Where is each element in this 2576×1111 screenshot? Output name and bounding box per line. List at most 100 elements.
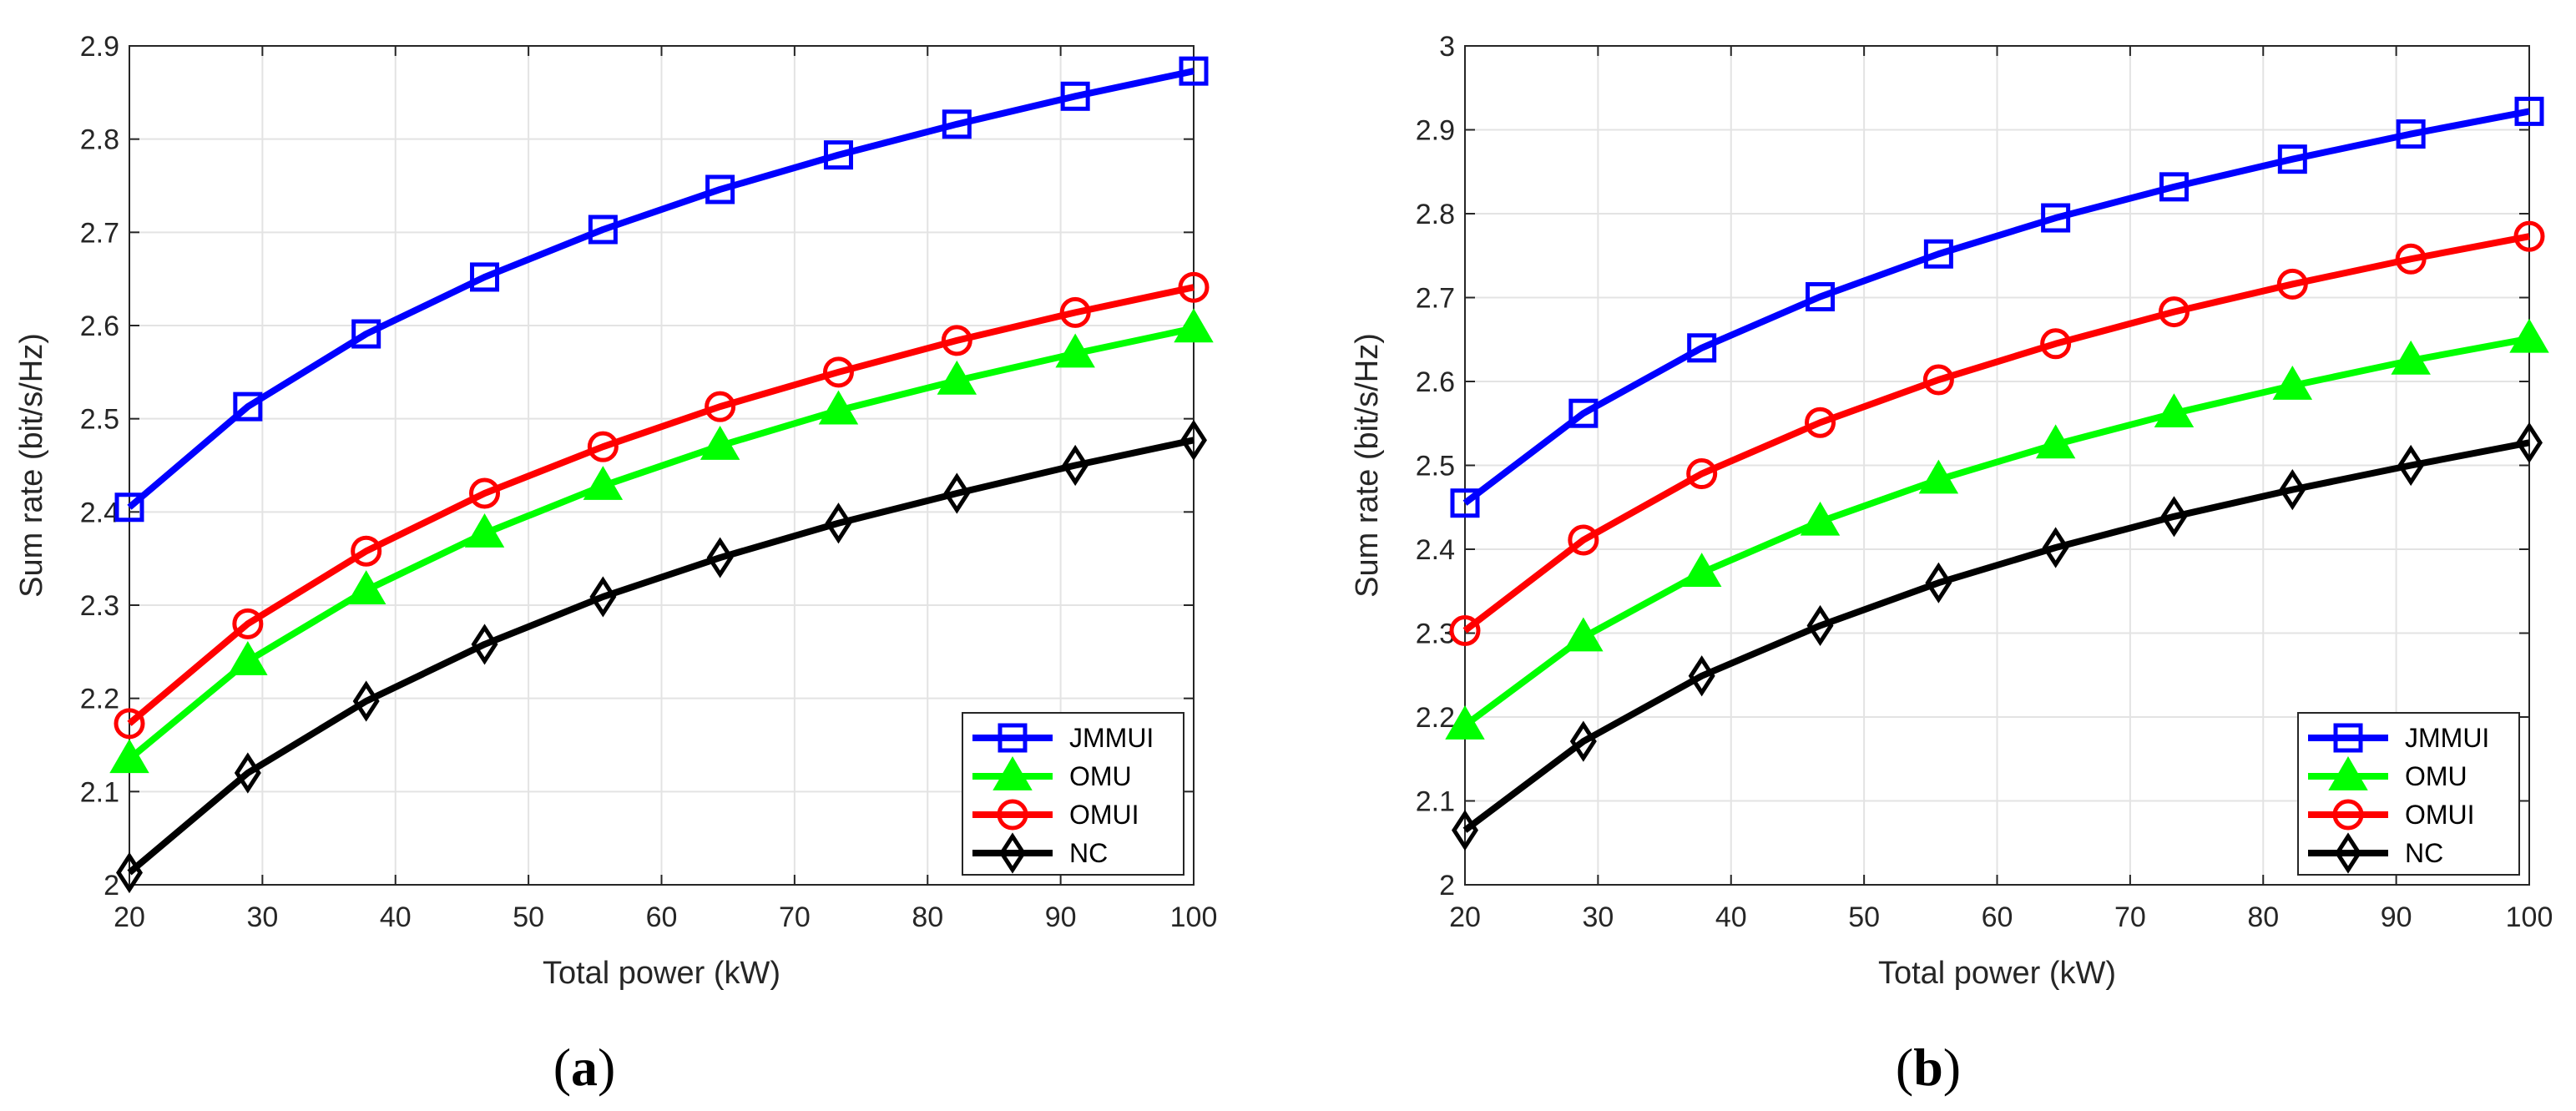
x-tick-label: 90: [1045, 901, 1077, 933]
x-tick-label: 20: [1449, 901, 1481, 933]
x-tick-label: 20: [114, 901, 145, 933]
data-point: [464, 513, 505, 548]
x-tick-label: 50: [1848, 901, 1880, 933]
legend-entry-omui: OMUI: [2308, 799, 2475, 831]
y-tick-label: 3: [1439, 31, 1455, 63]
data-point: [822, 356, 854, 388]
legend-marker: [2328, 756, 2368, 790]
data-point: [588, 215, 618, 245]
data-point: [583, 466, 624, 500]
data-point: [1445, 705, 1485, 740]
legend-marker: [2332, 799, 2364, 831]
data-point: [700, 426, 740, 460]
y-tick-label: 2.3: [80, 590, 119, 622]
legend-entry-jmmui: JMMUI: [2308, 723, 2489, 753]
series-line: [127, 284, 1195, 726]
series-jmmui: [1450, 96, 2544, 518]
data-point: [1452, 810, 1478, 851]
legend-marker: [999, 832, 1026, 874]
data-point: [470, 262, 500, 292]
data-point: [2395, 243, 2427, 275]
legend: JMMUI OMU OMUI NC: [2297, 712, 2520, 876]
data-point: [2035, 424, 2076, 459]
data-point: [2160, 496, 2188, 538]
y-tick-label: 2.4: [80, 497, 119, 528]
data-point: [1688, 655, 1715, 697]
data-point: [1800, 501, 1841, 536]
data-point: [705, 391, 736, 422]
y-tick-label: 2.7: [1416, 283, 1455, 315]
data-point: [1060, 81, 1090, 111]
x-tick-label: 80: [912, 901, 943, 933]
series-jmmui: [114, 56, 1209, 523]
chart-panel-b: 20 30 40 50 60 70 80 90 100 2 2.1 2.2 2.3 2.4 2.5 2.6 2.…: [1350, 31, 2553, 1097]
x-tick-label: 50: [513, 901, 544, 933]
y-tick-label: 2.6: [1416, 366, 1455, 398]
data-point: [1179, 56, 1209, 86]
data-point: [1918, 459, 1959, 494]
y-tick-label: 2.1: [1416, 786, 1455, 818]
series-nc: [116, 419, 1207, 894]
y-tick-label: 2.5: [1416, 451, 1455, 482]
series-omui: [114, 271, 1210, 740]
chart-panel-a: 20 30 40 50 60 70 80 90 100 2 2.1 2.2 2.3 2.4 2.5 2.6 2.…: [14, 31, 1217, 1097]
series-line: [127, 437, 1195, 876]
data-point: [114, 708, 145, 740]
data-point: [1180, 419, 1207, 461]
y-tick-label: 2.1: [80, 776, 119, 808]
legend-entry-omu: OMU: [972, 756, 1132, 791]
series-line: [1462, 233, 2530, 634]
x-tick-label: 60: [1982, 901, 2013, 933]
data-point: [346, 570, 386, 604]
x-tick-label: 40: [380, 901, 412, 933]
legend-entry-omu: OMU: [2308, 756, 2467, 791]
data-point: [1449, 614, 1481, 646]
data-point: [1687, 333, 1717, 363]
y-tick-label: 2.4: [1416, 534, 1455, 566]
data-point: [2516, 422, 2543, 463]
data-point: [234, 752, 261, 794]
legend-entry-nc: NC: [972, 832, 1108, 874]
data-point: [1806, 281, 1836, 311]
data-point: [2276, 268, 2308, 300]
data-point: [2041, 203, 2071, 233]
series-line: [127, 325, 1195, 762]
legend-entry-omui: OMUI: [972, 799, 1139, 831]
legend-marker: [998, 723, 1028, 753]
data-point: [1922, 364, 1954, 396]
data-point: [469, 477, 501, 509]
data-point: [1062, 444, 1089, 487]
y-tick-label: 2.5: [80, 404, 119, 436]
data-point: [706, 537, 734, 578]
data-point: [2272, 366, 2313, 400]
data-point: [2158, 296, 2190, 328]
x-axis-label: Total power (kW): [1878, 956, 2116, 991]
data-point: [1563, 617, 1604, 652]
y-tick-label: 2: [104, 870, 119, 901]
y-axis-label: Sum rate (bit/s/Hz): [1350, 333, 1385, 598]
data-point: [2509, 318, 2549, 353]
data-point: [937, 360, 977, 395]
data-point: [1568, 398, 1599, 428]
data-point: [352, 680, 380, 722]
data-point: [114, 492, 144, 523]
x-tick-label: 30: [1582, 901, 1614, 933]
data-point: [2396, 119, 2426, 149]
legend-label: JMMUI: [1069, 723, 1154, 753]
data-point: [589, 576, 617, 618]
series-line: [1462, 335, 2530, 729]
data-point: [228, 641, 268, 675]
data-point: [1055, 333, 1095, 368]
data-point: [2514, 96, 2544, 126]
data-point: [1806, 604, 1834, 647]
series-omu: [1445, 318, 2549, 740]
data-point: [2159, 172, 2189, 202]
data-point: [2154, 393, 2195, 428]
data-point: [1178, 271, 1210, 303]
legend-label: OMU: [1069, 761, 1132, 791]
data-point: [2397, 444, 2425, 487]
legend-entry-jmmui: JMMUI: [972, 723, 1154, 753]
legend-marker: [993, 756, 1033, 790]
data-point: [233, 391, 263, 422]
data-point: [2513, 220, 2545, 252]
